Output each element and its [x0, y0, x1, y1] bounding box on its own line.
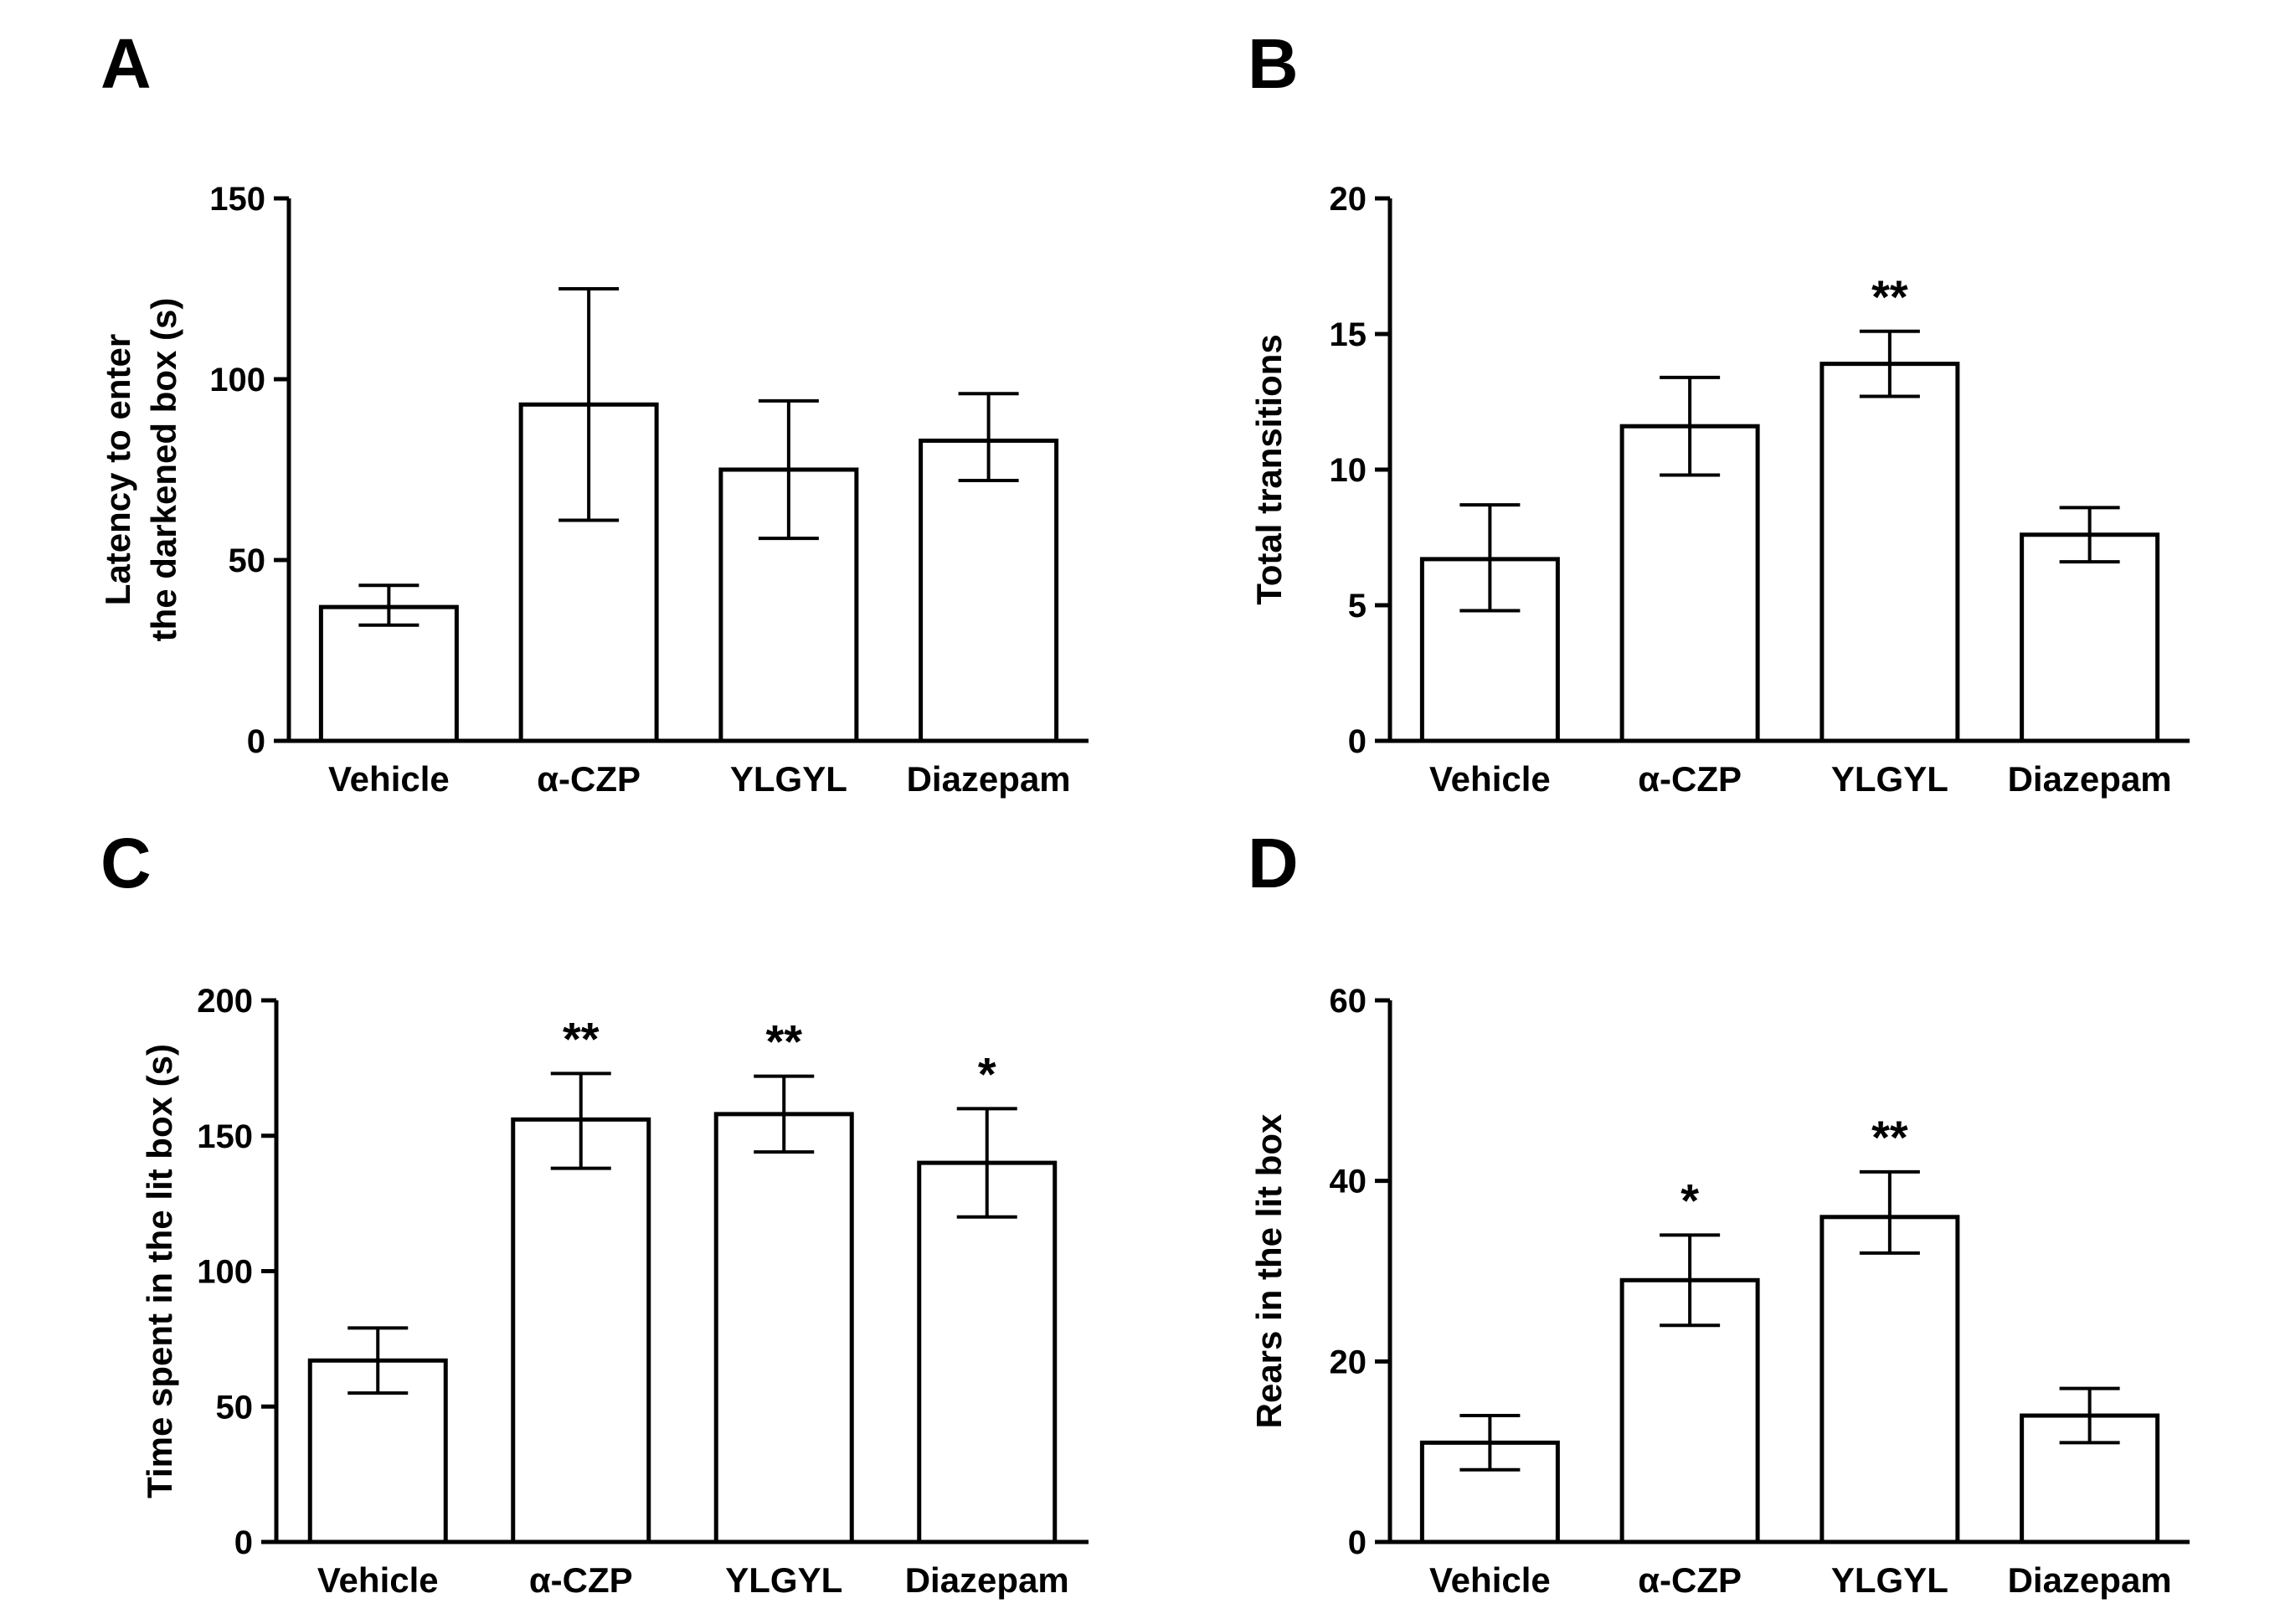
y-tick-label: 100 [197, 1254, 253, 1291]
x-tick-label: α-CZP [1638, 759, 1742, 799]
panel-letter: D [1248, 824, 1299, 902]
bar-ylgyl [1819, 362, 1960, 743]
panel-c: C 0 50 100 150 200 Time spent in the lit box (… [100, 824, 1089, 1600]
panel-b: B 0 5 10 15 20 Total transitions Vehicle α-CZP **… [1248, 24, 2190, 799]
y-axis-label: Latency to enter [98, 334, 137, 605]
y-tick-label: 150 [209, 181, 265, 218]
x-tick-label: Diazepam [905, 1560, 1069, 1600]
x-tick-label: Vehicle [1429, 1560, 1551, 1600]
bar-czp [511, 1117, 651, 1544]
x-tick-label: YLGYL [730, 759, 847, 799]
x-tick-label: YLGYL [725, 1560, 842, 1600]
y-tick-label: 20 [1330, 1344, 1367, 1380]
bar-ylgyl [713, 1112, 854, 1544]
y-tick-label: 15 [1330, 316, 1367, 353]
y-tick-label: 200 [197, 983, 253, 1020]
bar-diazepam [2020, 532, 2160, 743]
y-tick-label: 5 [1348, 588, 1367, 624]
x-tick-label: YLGYL [1831, 759, 1948, 799]
y-tick-label: 0 [1348, 723, 1367, 760]
panel-letter: B [1248, 24, 1299, 103]
y-tick-label: 100 [209, 362, 265, 398]
y-tick-label: 150 [197, 1118, 253, 1155]
x-tick-label: Vehicle [1429, 759, 1551, 799]
y-axis-label: Rears in the lit box [1249, 1113, 1289, 1428]
y-tick-label: 60 [1330, 983, 1367, 1020]
y-tick-label: 50 [216, 1389, 254, 1426]
y-axis-label: Time spent in the lit box (s) [140, 1044, 179, 1498]
bar-diazepam [919, 438, 1059, 743]
bar-ylgyl [1819, 1215, 1960, 1544]
significance-marker: ** [1871, 270, 1908, 323]
y-axis-label: Total transitions [1249, 334, 1289, 605]
x-tick-label: Diazepam [2008, 759, 2172, 799]
y-tick-label: 0 [234, 1524, 253, 1561]
y-tick-label: 0 [1348, 1524, 1367, 1561]
significance-marker: ** [563, 1012, 600, 1065]
significance-marker: * [1681, 1174, 1699, 1226]
bar-diazepam [917, 1160, 1058, 1544]
panel-letter: C [100, 824, 152, 902]
x-tick-label: α-CZP [537, 759, 641, 799]
x-tick-label: Diazepam [2008, 1560, 2172, 1600]
y-tick-label: 40 [1330, 1164, 1367, 1200]
y-tick-label: 20 [1330, 181, 1367, 218]
significance-marker: ** [765, 1015, 802, 1068]
x-tick-label: α-CZP [529, 1560, 633, 1600]
y-tick-label: 10 [1330, 452, 1367, 489]
x-tick-label: Diazepam [907, 759, 1071, 799]
significance-marker: * [978, 1047, 996, 1100]
y-tick-label: 50 [229, 542, 266, 579]
x-tick-label: Vehicle [317, 1560, 439, 1600]
x-tick-label: α-CZP [1638, 1560, 1742, 1600]
bar-vehicle [318, 604, 459, 743]
panel-a: A 0 50 100 150 Latency to enter the darkened b… [98, 24, 1089, 799]
x-tick-label: YLGYL [1831, 1560, 1948, 1600]
y-tick-label: 0 [247, 723, 265, 760]
y-axis-label: the darkened box (s) [144, 298, 183, 642]
panel-d: D 0 20 40 60 Rears in the lit box Vehicle * α-CZ… [1248, 824, 2190, 1600]
x-tick-label: Vehicle [328, 759, 450, 799]
panel-letter: A [100, 24, 152, 103]
significance-marker: ** [1871, 1111, 1908, 1164]
